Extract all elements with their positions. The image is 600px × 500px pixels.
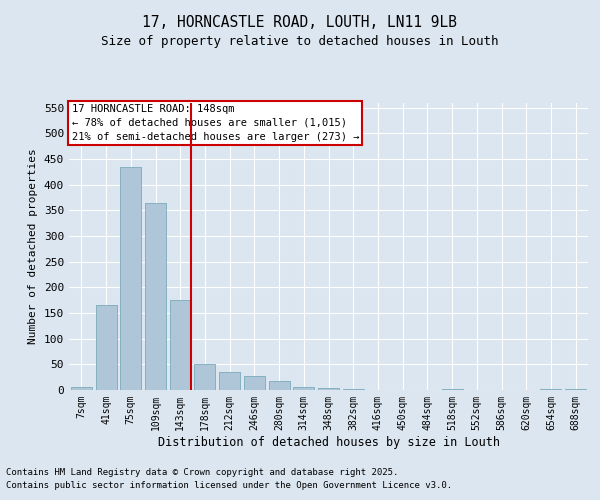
Bar xyxy=(120,166,141,390)
Bar xyxy=(170,300,191,390)
Bar xyxy=(95,306,116,390)
Y-axis label: Number of detached properties: Number of detached properties xyxy=(28,148,38,344)
Bar xyxy=(219,372,240,390)
Text: 17 HORNCASTLE ROAD: 148sqm
← 78% of detached houses are smaller (1,015)
21% of s: 17 HORNCASTLE ROAD: 148sqm ← 78% of deta… xyxy=(71,104,359,142)
Bar xyxy=(318,388,339,390)
Text: 17, HORNCASTLE ROAD, LOUTH, LN11 9LB: 17, HORNCASTLE ROAD, LOUTH, LN11 9LB xyxy=(143,15,458,30)
Bar xyxy=(145,202,166,390)
Text: Contains HM Land Registry data © Crown copyright and database right 2025.: Contains HM Land Registry data © Crown c… xyxy=(6,468,398,477)
Text: Contains public sector information licensed under the Open Government Licence v3: Contains public sector information licen… xyxy=(6,480,452,490)
Bar xyxy=(293,388,314,390)
X-axis label: Distribution of detached houses by size in Louth: Distribution of detached houses by size … xyxy=(157,436,499,448)
Bar xyxy=(269,382,290,390)
Text: Size of property relative to detached houses in Louth: Size of property relative to detached ho… xyxy=(101,34,499,48)
Bar xyxy=(71,388,92,390)
Bar xyxy=(194,364,215,390)
Bar xyxy=(244,376,265,390)
